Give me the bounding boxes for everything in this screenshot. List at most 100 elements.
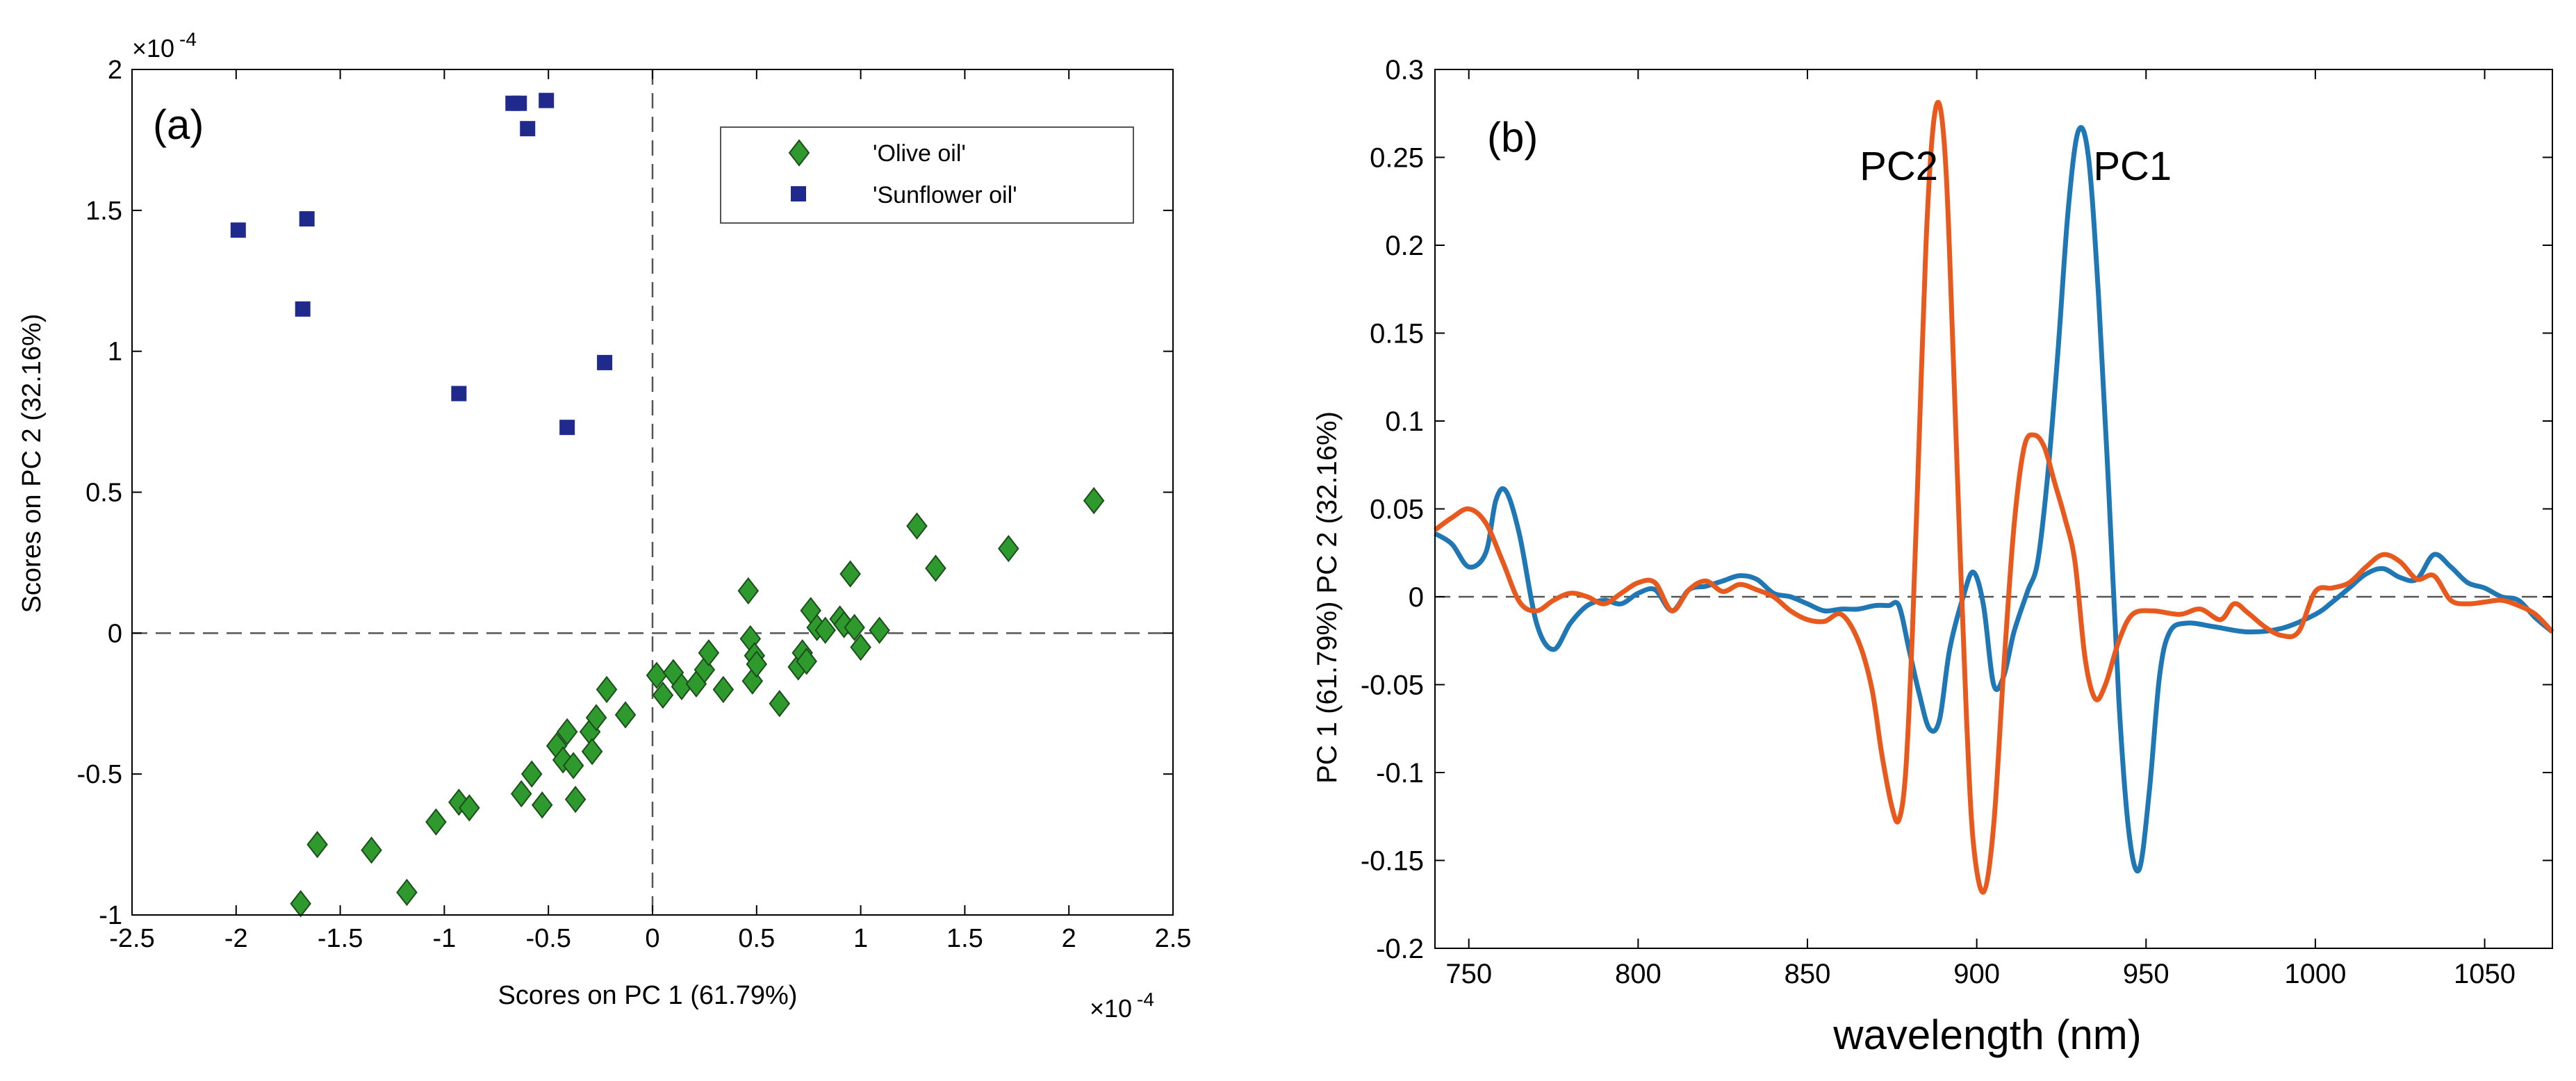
x-axis-label: Scores on PC 1 (61.79%) xyxy=(498,981,798,1010)
sunflower-oil-point xyxy=(520,121,536,137)
olive-oil-point xyxy=(796,647,817,675)
x-tick-label: 0.5 xyxy=(738,924,775,953)
olive-oil-point xyxy=(306,830,328,859)
x-tick-label: -2 xyxy=(224,924,248,953)
y-tick-label: -0.15 xyxy=(1361,846,1424,877)
x-tick-label: 2.5 xyxy=(1155,924,1192,953)
y-multiplier: ×10 -4 xyxy=(132,28,197,63)
y-tick-label: 0 xyxy=(108,619,122,648)
x-tick-label: -0.5 xyxy=(525,924,571,953)
y-tick-label: 1.5 xyxy=(85,197,122,226)
legend-label-sunflower: 'Sunflower oil' xyxy=(873,182,1017,208)
x-tick-label: -2.5 xyxy=(109,924,154,953)
olive-oil-point xyxy=(564,786,586,814)
x-multiplier: ×10 -4 xyxy=(1090,989,1154,1023)
legend-label-olive: 'Olive oil' xyxy=(873,140,966,167)
pc2-line xyxy=(1433,99,2554,895)
sunflower-oil-point xyxy=(539,92,555,108)
x-tick-label: 0 xyxy=(645,924,659,953)
x-tick-label: 950 xyxy=(2123,959,2169,989)
y-tick-label: 2 xyxy=(108,56,122,85)
y-axis-ticks: -0.2 -0.15 -0.1 -0.05 0 0.05 0.1 0.15 0.2 0.25 0.3 xyxy=(1361,55,2552,964)
x-axis-label: wavelength (nm) xyxy=(1832,1012,2142,1058)
legend-square-icon xyxy=(791,186,806,201)
olive-oil-point xyxy=(698,639,720,667)
legend-diamond-icon xyxy=(788,139,810,167)
sunflower-oil-point xyxy=(559,420,575,436)
olive-oil-point xyxy=(712,675,735,704)
olive-oil-point xyxy=(596,675,618,704)
y-tick-label: 0.2 xyxy=(1385,231,1424,261)
x-tick-label: 1050 xyxy=(2454,959,2516,989)
x-tick-label: 1.5 xyxy=(946,924,983,953)
y-multiplier-base: ×10 xyxy=(132,34,174,63)
x-multiplier-exponent: -4 xyxy=(1137,989,1154,1010)
olive-oil-point xyxy=(581,738,603,766)
scatter-points xyxy=(230,92,1105,918)
x-axis-ticks: -2.5 -2 -1.5 -1 -0.5 0 0.5 1 1.5 2 2.5 xyxy=(109,69,1191,953)
olive-oil-point xyxy=(869,616,890,644)
line-chart: 750 800 850 900 950 1000 1050 -0.2-0.15-0.1-0.… xyxy=(1312,55,2554,1058)
sunflower-oil-point xyxy=(230,222,246,238)
olive-oil-point xyxy=(562,752,584,779)
y-tick-label: 1 xyxy=(108,338,122,367)
panel-label: (b) xyxy=(1487,114,1538,160)
x-multiplier-base: ×10 xyxy=(1090,994,1132,1023)
olive-oil-point xyxy=(737,577,760,605)
x-tick-label: 2 xyxy=(1062,924,1076,953)
sunflower-oil-point xyxy=(597,354,613,370)
olive-oil-point xyxy=(844,613,865,641)
olive-oil-point xyxy=(998,535,1019,563)
sunflower-oil-point xyxy=(451,386,467,402)
y-axis-ticks: -1 -0.5 0 0.5 1 1.5 2 xyxy=(77,56,1173,930)
x-tick-label: 850 xyxy=(1785,959,1831,989)
y-tick-label: 0.5 xyxy=(85,479,122,508)
olive-oil-point xyxy=(814,616,836,644)
x-axis-ticks: 750 800 850 900 950 1000 1050 xyxy=(1445,69,2516,989)
legend: 'Olive oil' 'Sunflower oil' xyxy=(720,126,1134,224)
legend-box xyxy=(720,126,1134,224)
x-tick-label: -1.5 xyxy=(318,924,363,953)
y-tick-label: -0.05 xyxy=(1361,670,1424,701)
reference-lines xyxy=(132,69,1173,915)
olive-oil-point xyxy=(1083,487,1105,515)
y-tick-label: 0.3 xyxy=(1385,55,1424,85)
x-tick-label: 800 xyxy=(1615,959,1662,989)
olive-oil-point xyxy=(652,681,674,709)
y-multiplier-exponent: -4 xyxy=(179,28,197,50)
sunflower-oil-point xyxy=(299,211,315,227)
annotation-pc1: PC1 xyxy=(2093,144,2172,189)
y-tick-label: -0.2 xyxy=(1376,934,1424,964)
olive-oil-point xyxy=(850,633,871,661)
series-lines xyxy=(1433,99,2554,895)
y-axis-label: Scores on PC 2 (32.16%) xyxy=(17,314,47,613)
olive-oil-point xyxy=(531,791,553,819)
olive-oil-point xyxy=(510,779,532,808)
y-tick-label: -1 xyxy=(99,901,122,930)
annotation-pc2: PC2 xyxy=(1860,144,1938,189)
olive-oil-point xyxy=(839,560,861,588)
olive-oil-point xyxy=(769,690,791,718)
scatter-chart: -2.5 -2 -1.5 -1 -0.5 0 0.5 1 1.5 2 2.5 -1 -0.5 0 0.5 1… xyxy=(17,28,1191,1023)
olive-oil-point xyxy=(746,650,768,678)
sunflower-oil-point xyxy=(511,95,527,111)
x-tick-label: 750 xyxy=(1445,959,1492,989)
x-tick-label: 1 xyxy=(853,924,868,953)
olive-oil-point xyxy=(290,890,311,918)
y-axis-label: PC 1 (61.79%) PC 2 (32.16%) xyxy=(1312,411,1343,784)
y-tick-label: -0.5 xyxy=(77,760,122,789)
olive-oil-point xyxy=(906,512,928,540)
olive-oil-point xyxy=(585,704,607,732)
olive-oil-point xyxy=(396,878,418,907)
y-tick-label: 0.1 xyxy=(1385,406,1424,437)
pc1-line xyxy=(1434,125,2554,874)
y-tick-label: 0 xyxy=(1409,582,1424,613)
y-tick-label: 0.25 xyxy=(1370,143,1424,174)
olive-oil-point xyxy=(646,661,668,689)
panel-label: (a) xyxy=(153,101,204,148)
y-tick-label: 0.05 xyxy=(1370,495,1424,525)
x-tick-label: -1 xyxy=(433,924,457,953)
y-tick-label: -0.1 xyxy=(1376,758,1424,789)
olive-oil-point xyxy=(425,808,447,836)
